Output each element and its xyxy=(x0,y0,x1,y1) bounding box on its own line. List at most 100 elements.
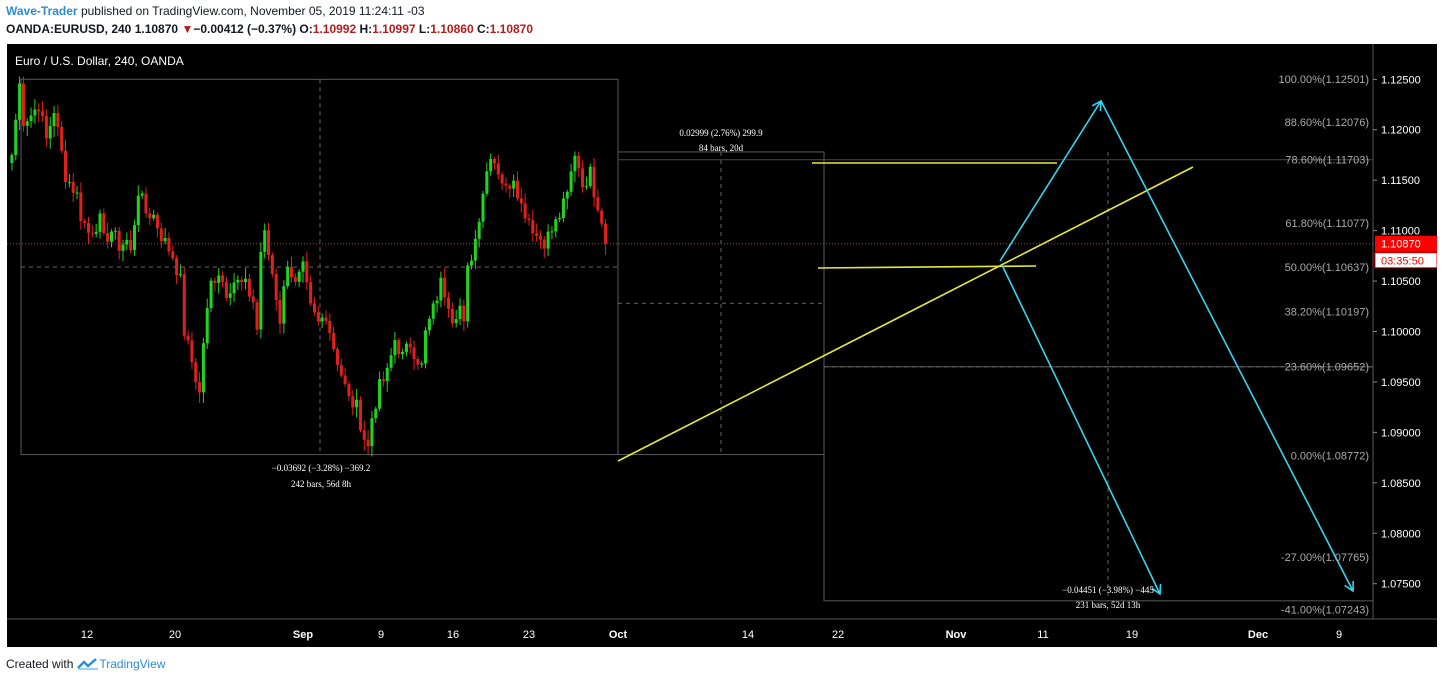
candle xyxy=(561,191,565,223)
candle xyxy=(155,212,159,238)
wave-short-arrowhead xyxy=(1151,583,1162,596)
candle-body xyxy=(255,302,259,330)
candle xyxy=(98,209,102,239)
measure-2-delta: 0.02999 (2.76%) 299.9 xyxy=(679,128,763,138)
candle xyxy=(385,363,389,392)
candle-body xyxy=(293,277,297,282)
candle xyxy=(358,396,362,433)
candle-body xyxy=(224,281,228,298)
time-tick-label: Dec xyxy=(1248,629,1268,641)
candle-body xyxy=(94,231,98,234)
candle-body xyxy=(565,191,569,199)
fib-label: -41.00%(1.07243) xyxy=(1281,605,1369,617)
candle xyxy=(263,223,267,259)
price-tick-label: 1.08500 xyxy=(1381,478,1421,490)
time-tick-label: Nov xyxy=(946,629,968,641)
candle-body xyxy=(424,330,428,364)
price-axis[interactable]: 1.12500 1.12000 1.11500 1.11000 1.10500 1.100… xyxy=(1373,74,1437,591)
price-tick-label: 1.12000 xyxy=(1381,125,1421,137)
candle xyxy=(565,189,569,210)
candle-body xyxy=(309,282,313,304)
candle-body xyxy=(496,163,500,175)
candle-body xyxy=(450,308,454,324)
candle-body xyxy=(515,180,519,199)
current-price-label: 1.10870 xyxy=(1381,239,1421,251)
candle xyxy=(454,309,458,328)
candle xyxy=(584,176,588,190)
fib-label: 0.00%(1.08772) xyxy=(1291,450,1369,462)
range-bottom-line xyxy=(817,265,1037,269)
candle xyxy=(550,226,554,240)
candle xyxy=(44,109,48,147)
candle xyxy=(604,219,608,255)
change-down-icon: ▼ xyxy=(181,22,194,36)
candle xyxy=(370,411,374,457)
candle xyxy=(538,230,542,249)
author-link[interactable]: Wave-Trader xyxy=(6,4,78,18)
candle-body xyxy=(420,363,424,365)
candle-body xyxy=(297,271,301,282)
candle xyxy=(221,270,225,288)
candle xyxy=(29,107,33,128)
uptrend-line xyxy=(617,166,1194,462)
fib-label: 38.20%(1.10197) xyxy=(1285,307,1369,319)
measure-1-bars: 242 bars, 56d 8h xyxy=(291,479,351,489)
countdown-label: 03:35:50 xyxy=(1381,256,1424,268)
candle xyxy=(224,276,228,302)
candle xyxy=(41,101,45,122)
candle-body xyxy=(473,238,477,261)
candle-body xyxy=(140,193,144,196)
candle-body xyxy=(113,230,117,232)
candle-body xyxy=(604,223,608,244)
time-axis[interactable]: 12 20 Sep 9 16 23 Oct 14 22 Nov 11 19 Dec 9 xyxy=(81,629,1342,641)
candle xyxy=(247,273,251,302)
candle xyxy=(132,219,136,256)
candle xyxy=(71,173,75,202)
candle-body xyxy=(320,317,324,322)
candle-body xyxy=(144,193,148,214)
time-tick-label: 23 xyxy=(523,629,535,641)
candle-body xyxy=(270,255,274,274)
candle xyxy=(535,223,539,242)
price-tick-label: 1.11000 xyxy=(1381,226,1420,238)
candle-body xyxy=(554,219,558,232)
candle xyxy=(481,190,485,228)
candle-body xyxy=(569,171,573,192)
candle xyxy=(18,76,22,131)
candle-body xyxy=(512,180,516,189)
candle xyxy=(577,151,581,177)
measure-3-delta: −0.04451 (−3.98%) −445 xyxy=(1062,585,1154,595)
candle xyxy=(458,298,462,325)
candle-body xyxy=(102,213,106,234)
candle-body xyxy=(240,279,244,283)
candle-body xyxy=(289,266,294,278)
candle-body xyxy=(393,340,397,356)
candle xyxy=(408,337,412,355)
candle xyxy=(79,182,83,230)
measure-2-bars: 84 bars, 20d xyxy=(699,143,744,153)
candle xyxy=(588,163,592,189)
wave-long-arrowhead xyxy=(1344,580,1355,593)
candle xyxy=(83,218,87,229)
candle xyxy=(75,185,79,199)
candle xyxy=(297,269,301,288)
candle xyxy=(274,268,278,311)
candle-body xyxy=(385,367,389,382)
measure-1-delta: −0.03692 (−3.28%) −369.2 xyxy=(272,463,370,473)
candle-body xyxy=(67,181,71,183)
candle-body xyxy=(171,251,175,259)
time-tick-label: 20 xyxy=(169,629,181,641)
high-value: 1.10997 xyxy=(372,22,416,36)
price-tick-label: 1.10500 xyxy=(1381,276,1421,288)
candle-body xyxy=(435,300,439,304)
candle-body xyxy=(542,239,546,249)
candle xyxy=(140,190,144,200)
tradingview-link[interactable]: TradingView xyxy=(77,657,165,671)
candle xyxy=(424,326,428,369)
candle xyxy=(228,283,232,306)
price-chart[interactable]: Euro / U.S. Dollar, 240, OANDA −0.03692 … xyxy=(7,44,1437,647)
candle xyxy=(33,99,37,124)
candle-body xyxy=(186,335,190,341)
candle-body xyxy=(550,231,554,233)
candle xyxy=(581,160,585,193)
